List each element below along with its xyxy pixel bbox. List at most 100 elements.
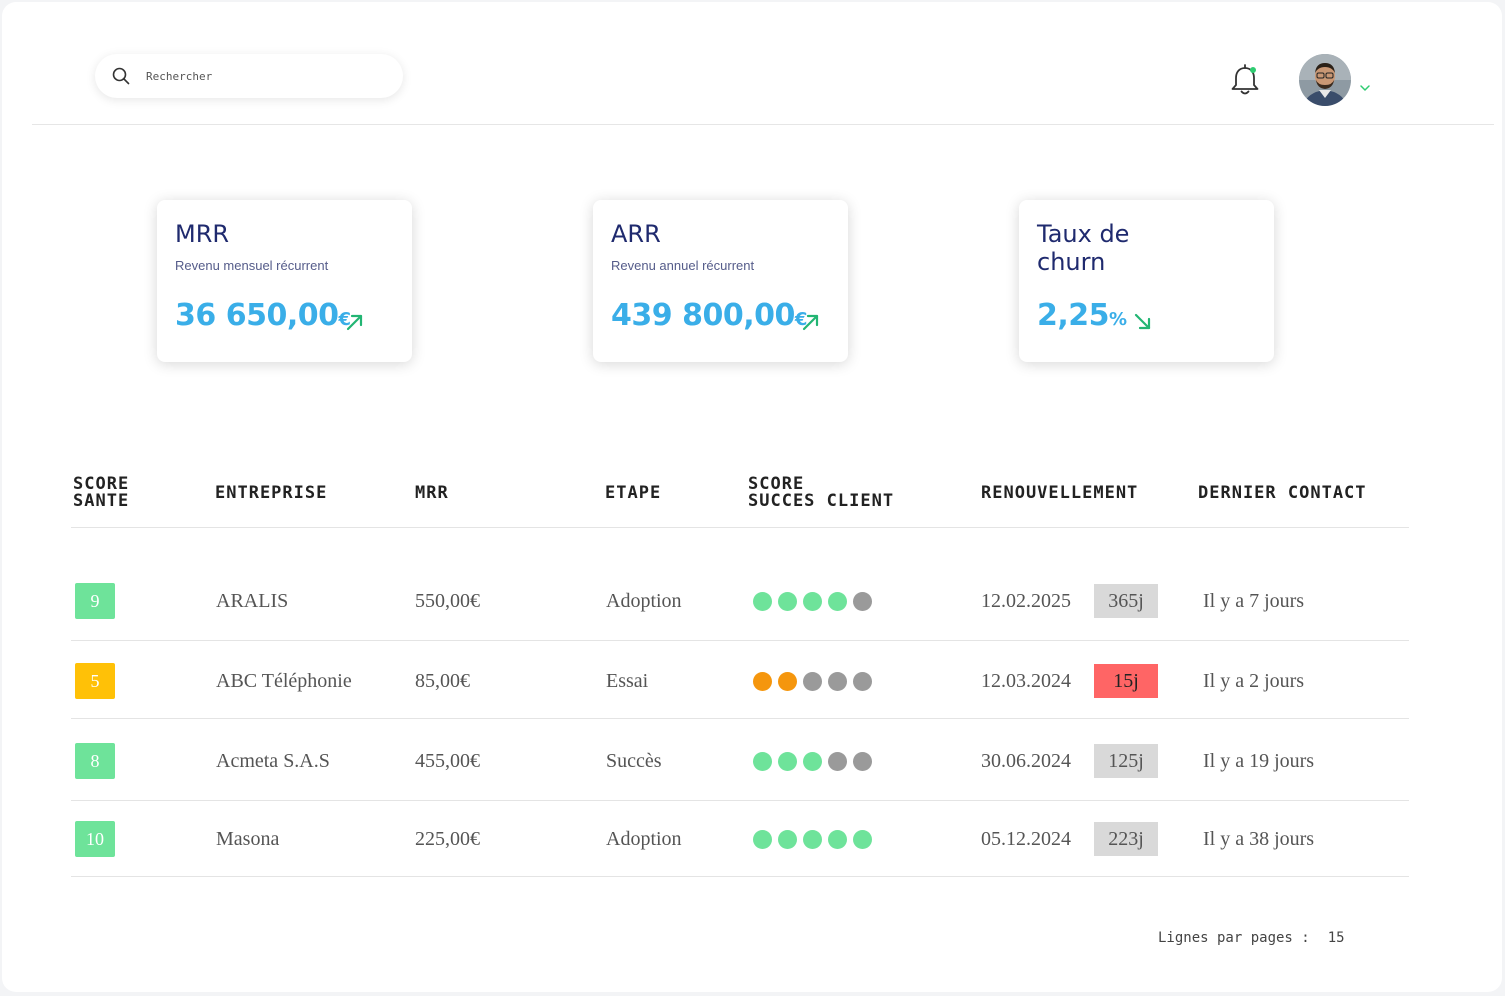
renewal-date: 05.12.2024 bbox=[981, 828, 1071, 850]
score-dot bbox=[803, 752, 822, 771]
table-row[interactable]: 9 ARALIS 550,00€ Adoption 12.02.2025 365j Il y… bbox=[2, 581, 1502, 621]
notification-button[interactable] bbox=[1226, 62, 1264, 100]
health-score-badge: 8 bbox=[75, 743, 115, 779]
card-value-unit: € bbox=[338, 309, 351, 330]
renewal-date: 12.02.2025 bbox=[981, 590, 1071, 612]
success-score-dots bbox=[753, 752, 872, 771]
company-name: ARALIS bbox=[216, 590, 289, 612]
score-dot bbox=[853, 672, 872, 691]
rows-per-page-label: Lignes par pages : bbox=[1158, 930, 1310, 946]
score-dot bbox=[853, 830, 872, 849]
score-dot bbox=[753, 752, 772, 771]
company-name: Acmeta S.A.S bbox=[216, 750, 330, 772]
card-subtitle: Revenu annuel récurrent bbox=[611, 258, 755, 273]
notification-dot bbox=[1250, 67, 1256, 73]
score-dot bbox=[803, 592, 822, 611]
table-row[interactable]: 10 Masona 225,00€ Adoption 05.12.2024 223j Il … bbox=[2, 819, 1502, 859]
company-name: Masona bbox=[216, 828, 280, 850]
header-score-sante[interactable]: SCORE SANTE bbox=[73, 476, 129, 510]
score-dot bbox=[828, 830, 847, 849]
search-input[interactable] bbox=[144, 68, 378, 84]
stage: Adoption bbox=[606, 590, 682, 612]
health-score-badge: 10 bbox=[75, 821, 115, 857]
header-etape[interactable]: ETAPE bbox=[605, 483, 662, 503]
row-divider bbox=[71, 876, 1409, 877]
score-dot bbox=[753, 830, 772, 849]
search-box[interactable] bbox=[95, 54, 403, 98]
table-row[interactable]: 5 ABC Téléphonie 85,00€ Essai 12.03.2024 15j I… bbox=[2, 661, 1502, 701]
health-score-badge: 5 bbox=[75, 663, 115, 699]
card-title: ARR bbox=[611, 220, 661, 248]
score-dot bbox=[778, 830, 797, 849]
card-value-number: 2,25 bbox=[1037, 298, 1110, 333]
header-entreprise[interactable]: ENTREPRISE bbox=[215, 483, 328, 503]
card-title: MRR bbox=[175, 220, 230, 248]
score-dot bbox=[753, 592, 772, 611]
score-dot bbox=[828, 752, 847, 771]
last-contact: Il y a 38 jours bbox=[1203, 828, 1315, 850]
score-dot bbox=[828, 672, 847, 691]
score-dot bbox=[803, 672, 822, 691]
renewal-days-badge: 365j bbox=[1094, 584, 1158, 618]
header-divider bbox=[32, 124, 1494, 125]
renewal-days-badge: 223j bbox=[1094, 822, 1158, 856]
header-mrr[interactable]: MRR bbox=[415, 483, 449, 503]
search-icon bbox=[111, 66, 131, 86]
score-dot bbox=[753, 672, 772, 691]
card-subtitle: Revenu mensuel récurrent bbox=[175, 258, 329, 273]
pagination: Lignes par pages : 15 bbox=[1158, 930, 1345, 946]
last-contact: Il y a 19 jours bbox=[1203, 750, 1315, 772]
last-contact: Il y a 7 jours bbox=[1203, 590, 1305, 612]
trend-up-icon bbox=[801, 312, 821, 332]
mrr-value: 225,00€ bbox=[415, 828, 480, 850]
success-score-dots bbox=[753, 830, 872, 849]
health-score-badge: 9 bbox=[75, 583, 115, 619]
renewal-date: 30.06.2024 bbox=[981, 750, 1071, 772]
stage: Essai bbox=[606, 670, 649, 692]
avatar[interactable] bbox=[1299, 54, 1351, 106]
header-divider bbox=[71, 527, 1409, 528]
header-renouvellement[interactable]: RENOUVELLEMENT bbox=[981, 483, 1139, 503]
mrr-value: 455,00€ bbox=[415, 750, 480, 772]
row-divider bbox=[71, 718, 1409, 719]
stage: Succès bbox=[606, 750, 662, 772]
card-value: 36 650,00€ bbox=[175, 298, 351, 333]
trend-up-icon bbox=[345, 312, 365, 332]
success-score-dots bbox=[753, 592, 872, 611]
score-dot bbox=[778, 672, 797, 691]
score-dot bbox=[828, 592, 847, 611]
card-value-number: 36 650,00 bbox=[175, 298, 339, 333]
header-text: SUCCES CLIENT bbox=[748, 491, 895, 511]
table-row[interactable]: 8 Acmeta S.A.S 455,00€ Succès 30.06.2024 125j… bbox=[2, 741, 1502, 781]
header-text: SANTE bbox=[73, 491, 130, 511]
chevron-down-icon[interactable] bbox=[1359, 80, 1371, 91]
header-dernier-contact[interactable]: DERNIER CONTACT bbox=[1198, 483, 1367, 503]
score-dot bbox=[778, 752, 797, 771]
score-dot bbox=[803, 830, 822, 849]
mrr-value: 85,00€ bbox=[415, 670, 470, 692]
stage: Adoption bbox=[606, 828, 682, 850]
row-divider bbox=[71, 800, 1409, 801]
company-name: ABC Téléphonie bbox=[216, 670, 352, 692]
rows-per-page-select[interactable]: 15 bbox=[1327, 930, 1345, 946]
churn-card: Taux de churn 2,25% bbox=[1019, 200, 1274, 362]
row-divider bbox=[71, 640, 1409, 641]
score-dot bbox=[853, 752, 872, 771]
bell-icon bbox=[1231, 64, 1259, 95]
trend-down-icon bbox=[1133, 312, 1153, 332]
header-text: SCORE bbox=[73, 474, 130, 494]
header-text: SCORE bbox=[748, 474, 805, 494]
success-score-dots bbox=[753, 672, 872, 691]
header-score-succes-client[interactable]: SCORE SUCCES CLIENT bbox=[748, 476, 894, 510]
renewal-days-badge: 15j bbox=[1094, 664, 1158, 698]
renewal-days-badge: 125j bbox=[1094, 744, 1158, 778]
score-dot bbox=[853, 592, 872, 611]
card-value-unit: € bbox=[794, 309, 808, 330]
card-title: Taux de churn bbox=[1037, 220, 1130, 276]
mrr-value: 550,00€ bbox=[415, 590, 480, 612]
last-contact: Il y a 2 jours bbox=[1203, 670, 1305, 692]
card-value-number: 439 800,00 bbox=[611, 298, 795, 333]
card-value: 2,25% bbox=[1037, 298, 1127, 333]
card-value: 439 800,00€ bbox=[611, 298, 807, 333]
